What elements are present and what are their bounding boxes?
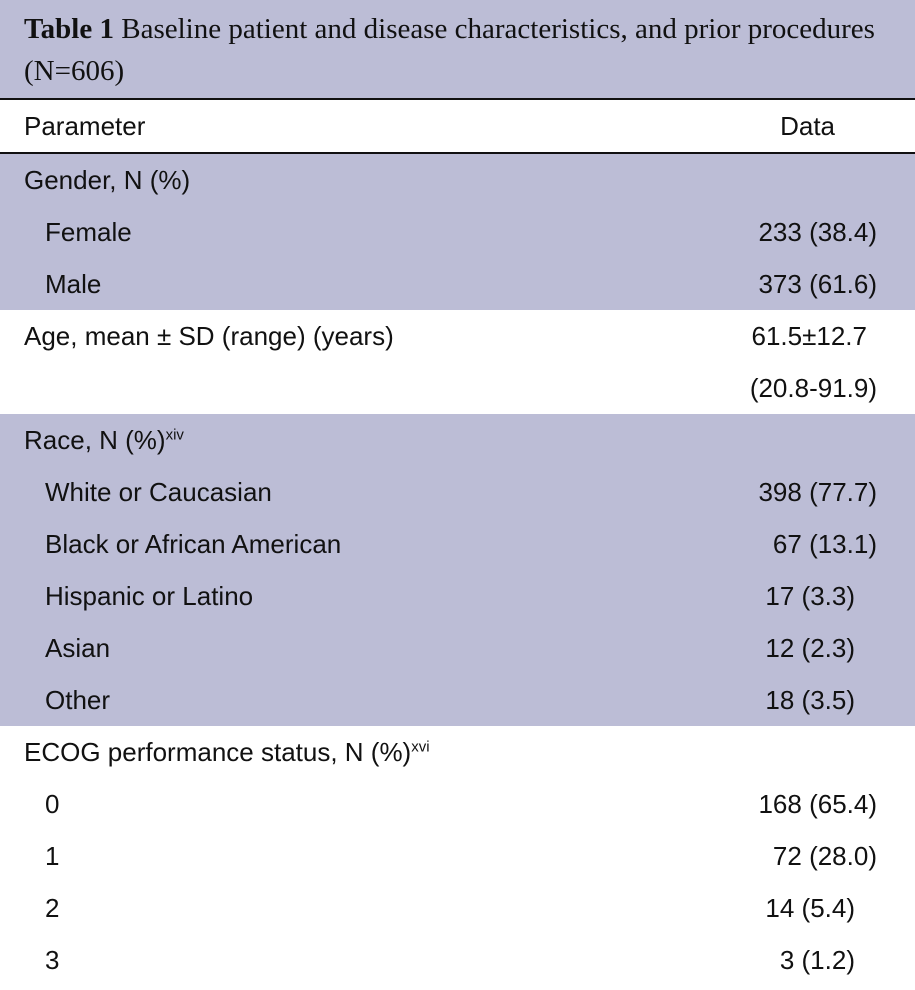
row-value: 12 (2.3) [765, 632, 855, 663]
table-row: Gender, N (%) [0, 154, 915, 206]
row-label: 3 [45, 944, 60, 975]
table-number: Table 1 [24, 13, 114, 45]
age-group: Age, mean ± SD (range) (years) 61.5±12.7… [0, 310, 915, 414]
row-value: 373 (61.6) [758, 268, 877, 299]
ecog-footnote: xvi [411, 737, 430, 755]
table-row: Asian 12 (2.3) [0, 622, 915, 674]
table-row: Hispanic or Latino 17 (3.3) [0, 570, 915, 622]
table-row: Male 373 (61.6) [0, 258, 915, 310]
row-label: Other [45, 684, 111, 715]
table-row: 0 168 (65.4) [0, 778, 915, 830]
row-label: Female [45, 216, 132, 247]
caption-text: Baseline patient and disease characteris… [24, 13, 875, 87]
row-value: 168 (65.4) [758, 788, 877, 819]
row-value: 67 (13.1) [772, 528, 877, 559]
row-label: Asian [45, 632, 111, 663]
row-value: 14 (5.4) [765, 892, 855, 923]
header-parameter: Parameter [24, 110, 146, 141]
race-footnote: xiv [165, 425, 184, 443]
table-row: Black or African American 67 (13.1) [0, 518, 915, 570]
row-label: Hispanic or Latino [45, 580, 254, 611]
table-row: 2 14 (5.4) [0, 882, 915, 934]
table-caption: Table 1 Baseline patient and disease cha… [0, 0, 915, 100]
age-value-line2: (20.8-91.9) [749, 372, 877, 403]
header-data: Data [780, 110, 835, 141]
table-row: 3 3 (1.2) [0, 934, 915, 986]
table-row: Race, N (%)xiv [0, 414, 915, 466]
race-label: Race, N (%)xiv [24, 424, 184, 455]
row-label: 1 [45, 840, 60, 871]
table-row: Female 233 (38.4) [0, 206, 915, 258]
row-label: 2 [45, 892, 60, 923]
gender-group: Gender, N (%) Female 233 (38.4) Male 373… [0, 154, 915, 310]
row-value: 3 (1.2) [779, 944, 855, 975]
row-label: Black or African American [45, 528, 342, 559]
gender-label: Gender, N (%) [24, 164, 191, 195]
row-value: 233 (38.4) [758, 216, 877, 247]
table-row: Other 18 (3.5) [0, 674, 915, 726]
table-header-row: Parameter Data [0, 100, 915, 154]
row-label: Male [45, 268, 102, 299]
table-row: Age, mean ± SD (range) (years) 61.5±12.7 [0, 310, 915, 362]
race-group: Race, N (%)xiv White or Caucasian 398 (7… [0, 414, 915, 726]
row-value: 398 (77.7) [758, 476, 877, 507]
table-row: White or Caucasian 398 (77.7) [0, 466, 915, 518]
table-row: (20.8-91.9) [0, 362, 915, 414]
age-value-line1: 61.5±12.7 [751, 320, 867, 351]
row-label: White or Caucasian [45, 476, 272, 507]
ecog-group: ECOG performance status, N (%)xvi 0 168 … [0, 726, 915, 986]
row-value: 18 (3.5) [765, 684, 855, 715]
age-label: Age, mean ± SD (range) (years) [24, 320, 394, 351]
row-value: 72 (28.0) [772, 840, 877, 871]
ecog-label: ECOG performance status, N (%)xvi [24, 736, 430, 767]
row-value: 17 (3.3) [765, 580, 855, 611]
table-row: 1 72 (28.0) [0, 830, 915, 882]
table-row: ECOG performance status, N (%)xvi [0, 726, 915, 778]
row-label: 0 [45, 788, 60, 819]
